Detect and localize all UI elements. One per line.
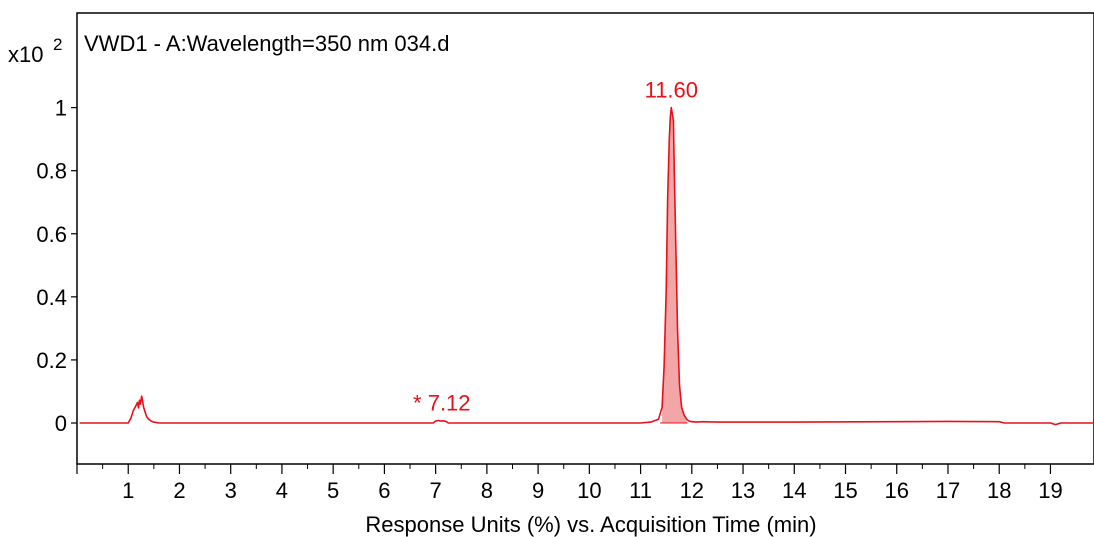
x-tick-label: 6	[378, 478, 390, 503]
y-tick-label: 0	[55, 411, 67, 436]
y-multiplier-label: x10	[8, 42, 43, 67]
x-tick-label: 12	[680, 478, 704, 503]
x-axis: 1 2 3 4 5 6 7 8 9 10 11 12 13 14 15 16 17 18 19	[76, 464, 1063, 503]
chromatogram-trace	[79, 106, 1094, 426]
x-tick-label: 7	[430, 478, 442, 503]
y-tick-label: 1	[55, 96, 67, 121]
x-tick-label: 14	[782, 478, 806, 503]
x-tick-label: 5	[327, 478, 339, 503]
x-tick-label: 17	[936, 478, 960, 503]
y-tick-label: 0.4	[36, 285, 67, 310]
peak-annotations: 11.60 * 7.12	[413, 78, 698, 416]
series-layer	[79, 106, 1094, 426]
x-tick-label: 4	[276, 478, 288, 503]
x-axis-label: Response Units (%) vs. Acquisition Time …	[365, 512, 816, 537]
y-multiplier-exponent: 2	[53, 35, 62, 54]
x-tick-label: 16	[885, 478, 909, 503]
x-tick-label: 15	[833, 478, 857, 503]
x-tick-label: 2	[173, 478, 185, 503]
peak-label: * 7.12	[413, 390, 471, 415]
x-tick-label: 8	[481, 478, 493, 503]
y-tick-label: 0.2	[36, 348, 67, 373]
y-tick-label: 0.8	[36, 159, 67, 184]
plot-frame	[76, 12, 1094, 465]
x-tick-label: 19	[1038, 478, 1062, 503]
x-tick-label: 9	[532, 478, 544, 503]
x-tick-label: 10	[577, 478, 601, 503]
chart-title: VWD1 - A:Wavelength=350 nm 034.d	[84, 31, 449, 56]
x-tick-label: 1	[122, 478, 134, 503]
x-tick-label: 11	[629, 478, 652, 503]
x-tick-label: 18	[987, 478, 1011, 503]
y-axis: 0 0.2 0.4 0.6 0.8 1	[36, 96, 77, 436]
x-tick-label: 3	[225, 478, 237, 503]
x-tick-label: 13	[731, 478, 755, 503]
y-tick-label: 0.6	[36, 222, 67, 247]
peak-label: 11.60	[645, 78, 698, 103]
